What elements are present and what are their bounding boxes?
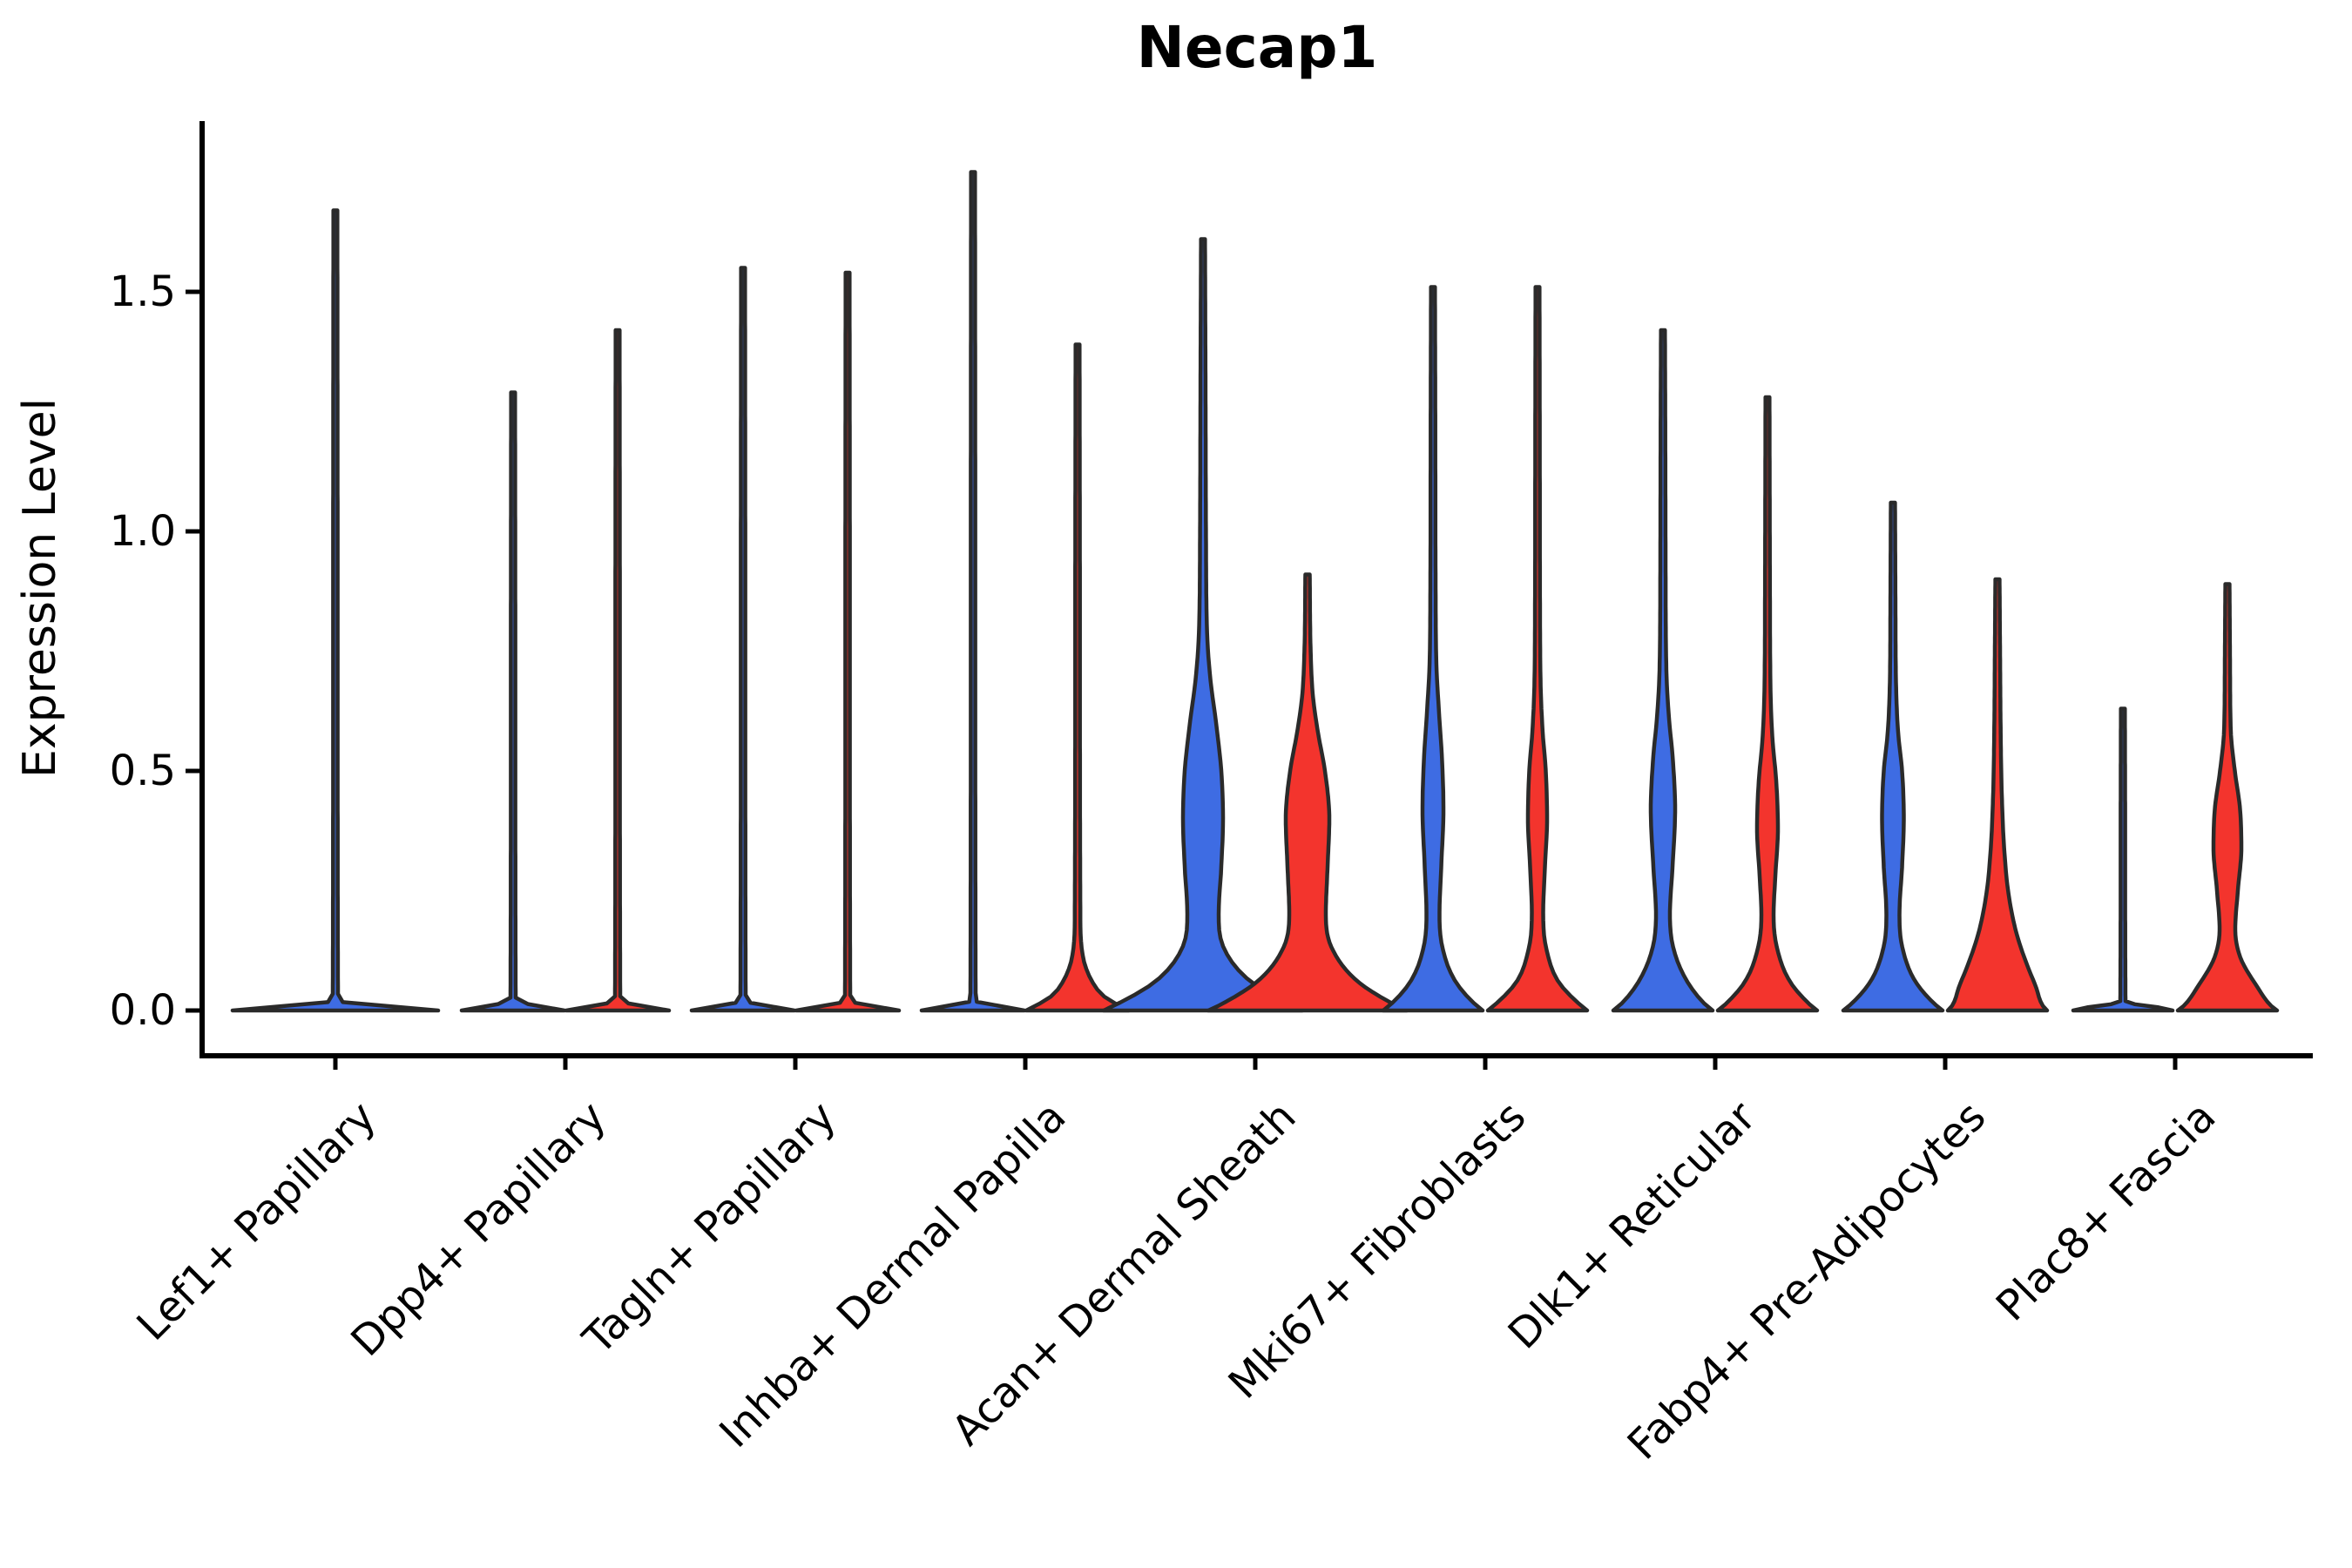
y-tick-label: 0.0: [109, 986, 176, 1035]
violin-2-blue: [459, 390, 567, 1013]
y-tick-label: 1.5: [109, 267, 176, 316]
plot-title: Necap1: [1136, 14, 1378, 81]
violin-7-blue: [1611, 328, 1715, 1013]
violin-9-blue: [2071, 706, 2175, 1013]
violin-8-red: [1945, 577, 2050, 1013]
y-axis-label: Expression Level: [14, 397, 66, 779]
violin-8-blue: [1841, 500, 1945, 1013]
y-tick-label: 0.5: [109, 747, 176, 795]
violin-5-blue: [1101, 237, 1305, 1013]
violin-4-red: [1024, 342, 1132, 1013]
violin-3-red: [794, 270, 902, 1013]
violin-1-blue: [230, 208, 441, 1013]
axis-spines: [199, 121, 2313, 1058]
violin-5-red: [1206, 572, 1409, 1013]
violin-7-red: [1715, 395, 1820, 1013]
violin-2-red: [564, 328, 672, 1013]
violin-4-blue: [919, 170, 1027, 1013]
y-tick-label: 1.0: [109, 507, 176, 556]
violin-6-blue: [1381, 285, 1485, 1013]
violin-6-red: [1485, 285, 1590, 1013]
violin-9-red: [2175, 582, 2280, 1013]
violin-3-blue: [689, 266, 797, 1013]
